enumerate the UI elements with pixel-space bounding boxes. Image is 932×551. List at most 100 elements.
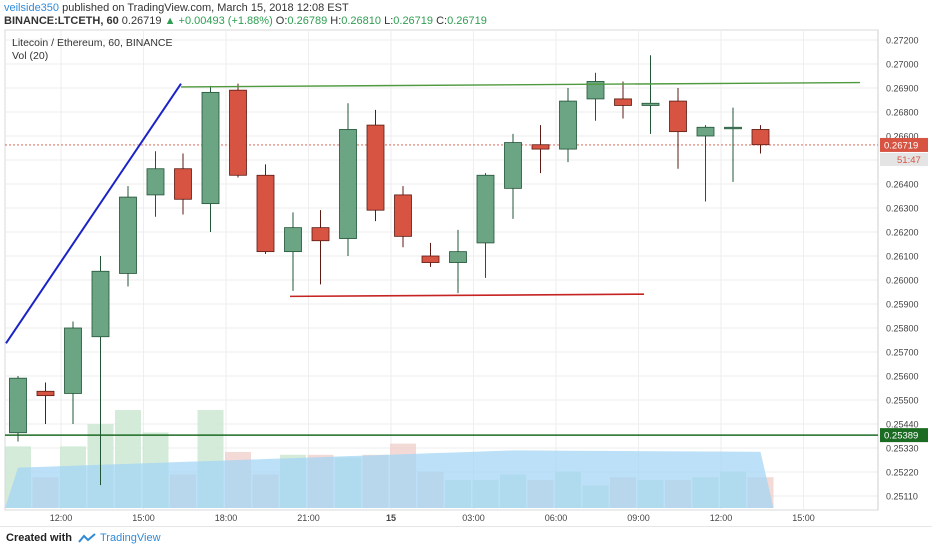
y-tick-label: 0.26900 (886, 84, 919, 94)
y-tick-label: 0.26800 (886, 108, 919, 118)
candle-body (614, 98, 632, 106)
y-tick-label: 0.25700 (886, 348, 919, 358)
candle (119, 186, 137, 287)
candle-body (36, 390, 55, 397)
candle-body (201, 91, 220, 205)
countdown-badge (880, 152, 928, 166)
publish-text: published on TradingView.com, March 15, … (62, 2, 349, 14)
candle (64, 321, 82, 424)
y-tick-label: 0.26000 (886, 276, 919, 286)
low-value: 0.26719 (393, 15, 434, 27)
candle-body (366, 124, 385, 211)
y-tick-label: 0.26400 (886, 180, 919, 190)
candle-body (91, 270, 110, 338)
candle (36, 382, 55, 424)
high-label: H: (330, 15, 342, 27)
x-tick-label: 06:00 (545, 513, 568, 523)
x-tick-label: 03:00 (462, 513, 485, 523)
candle-body (394, 194, 412, 237)
price-chart[interactable]: 0.25110 0.25220 0.25330 0.25440 0.25500 0.256… (0, 0, 932, 526)
y-tick-label: 0.26100 (886, 252, 919, 262)
candle (311, 210, 330, 285)
candle (229, 83, 247, 178)
candle (559, 88, 577, 163)
candle-body (559, 100, 577, 150)
candle-body (229, 89, 247, 176)
y-tick-label: 0.25110 (886, 492, 918, 502)
y-tick-label: 0.27200 (886, 36, 919, 46)
y-tick-label: 0.25500 (886, 396, 919, 406)
candle-body (146, 168, 165, 196)
candle (284, 212, 302, 291)
y-tick-label: 0.25800 (886, 324, 919, 334)
y-tick-label: 0.25600 (886, 372, 919, 382)
candle-body (64, 327, 82, 394)
candle (421, 242, 440, 267)
y-tick-label: 0.27000 (886, 60, 919, 70)
candle-body (724, 126, 742, 130)
publish-info: veilside350 published on TradingView.com… (4, 2, 349, 14)
candle-body (174, 168, 192, 200)
author-link[interactable]: veilside350 (4, 2, 60, 14)
y-tick-label: 0.25220 (886, 468, 919, 478)
current-price-badge (880, 137, 928, 152)
candle (614, 81, 632, 119)
tradingview-logo-icon (78, 533, 96, 543)
candle (366, 109, 385, 222)
candle (174, 153, 192, 215)
x-tick-label: 12:00 (50, 513, 73, 523)
high-value: 0.26810 (341, 15, 382, 27)
candle-body (339, 129, 357, 239)
footer: Created with TradingView (0, 526, 932, 551)
candle-body (449, 251, 467, 263)
x-tick-label: 12:00 (710, 513, 733, 523)
support-price-badge (880, 428, 928, 443)
change-value: +0.00493 (+1.88%) (178, 15, 273, 27)
volume-label: Vol (20) (12, 50, 48, 62)
candle-body (119, 196, 137, 274)
support-price-label: 0.25389 (884, 431, 918, 442)
candle-body (669, 100, 687, 133)
x-tick-label: 15 (386, 513, 396, 523)
candle-body (256, 174, 275, 253)
change-arrow-icon: ▲ (164, 15, 176, 27)
x-tick-label: 09:00 (627, 513, 650, 523)
last-price: 0.26719 (121, 15, 162, 27)
ohlc-header: BINANCE:LTCETH, 60 0.26719 ▲ +0.00493 (+… (4, 15, 487, 27)
candle-body (311, 227, 330, 242)
candle (504, 133, 522, 219)
trend-line-blue (5, 83, 182, 344)
countdown-label: 51:47 (897, 155, 921, 166)
open-value: 0.26789 (287, 15, 328, 27)
y-tick-label: 0.25330 (886, 444, 919, 454)
y-tick-label: 0.26600 (886, 132, 919, 142)
candle (201, 85, 220, 232)
candle (669, 88, 687, 169)
current-price-label: 0.26719 (884, 140, 918, 151)
volume-ma-area (5, 450, 774, 508)
y-tick-label: 0.25440 (886, 420, 919, 430)
y-tick-label: 0.26200 (886, 228, 919, 238)
support-drawing-line (289, 293, 645, 298)
candle-body (504, 142, 522, 189)
candle (476, 173, 495, 278)
close-value: 0.26719 (447, 15, 487, 27)
candle (394, 186, 412, 248)
symbol-label: BINANCE:LTCETH, 60 (4, 15, 119, 27)
candle (339, 103, 357, 256)
candle (146, 151, 165, 217)
x-tick-label: 21:00 (297, 513, 320, 523)
candle (724, 107, 742, 182)
candle-body (421, 255, 440, 263)
created-with-label: Created with (6, 532, 73, 544)
x-tick-label: 18:00 (215, 513, 238, 523)
close-label: C: (436, 15, 448, 27)
brand-link[interactable]: TradingView (100, 532, 161, 544)
candle (696, 125, 715, 202)
candle (91, 256, 110, 486)
candle (531, 125, 550, 174)
candle-body (9, 377, 27, 434)
x-tick-label: 15:00 (792, 513, 815, 523)
candle-body (284, 227, 302, 253)
candle-body (641, 102, 660, 106)
